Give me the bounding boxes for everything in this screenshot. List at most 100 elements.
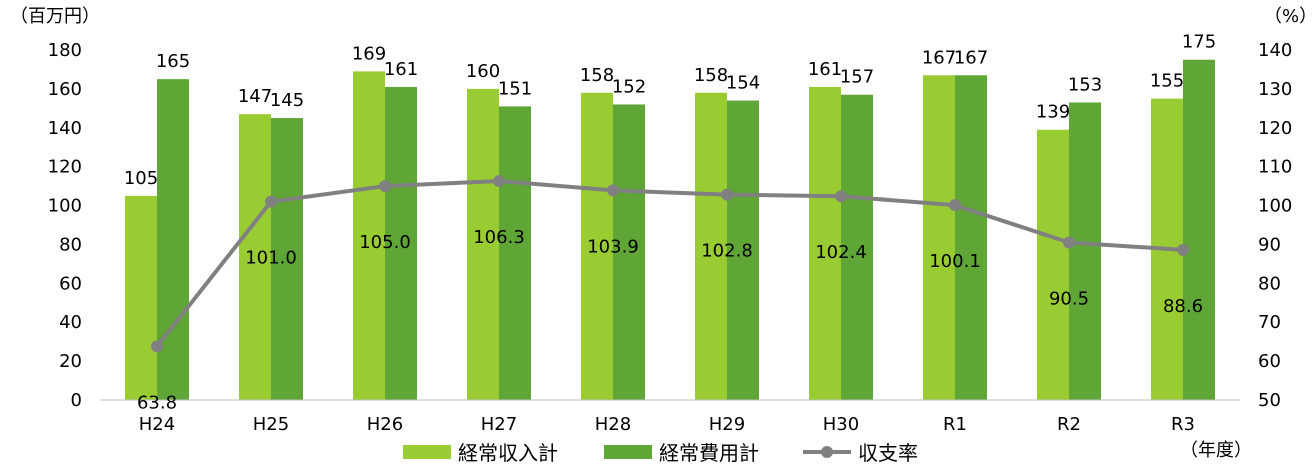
ratio-value-label: 88.6 — [1163, 296, 1203, 317]
ratio-point — [151, 340, 163, 353]
ratio-value-label: 105.0 — [359, 232, 411, 253]
ratio-line-series: 63.8 101.0 105.0 106.3 103.9 102.8 102.4 100.1 9… — [137, 175, 1203, 413]
category-label: H27 — [481, 414, 517, 435]
bar-income — [695, 92, 727, 401]
left-tick-label: 40 — [59, 312, 82, 333]
bar-expense — [841, 94, 873, 400]
ratio-point — [949, 199, 961, 212]
right-tick-label: 60 — [1258, 351, 1281, 372]
legend-item-expense: 経常費用計 — [604, 441, 759, 464]
category-label: R2 — [1057, 414, 1081, 435]
income-value-label: 158 — [694, 65, 728, 86]
right-tick-label: 70 — [1258, 312, 1281, 333]
ratio-line — [155, 179, 1184, 348]
ratio-point — [493, 175, 505, 188]
bar-expense — [271, 118, 303, 401]
bar-income — [467, 88, 499, 400]
bar-income — [1037, 129, 1069, 400]
right-tick-label: 130 — [1258, 79, 1292, 100]
category-label: H24 — [139, 414, 175, 435]
income-value-label: 167 — [922, 47, 956, 68]
category-labels: H24 H25 H26 H27 H28 H29 H30 R1 R2 R3 — [139, 414, 1195, 435]
ratio-value-label: 102.4 — [815, 242, 867, 263]
legend-item-ratio: 収支率 — [803, 441, 918, 464]
bar-expense — [499, 106, 531, 400]
x-axis-unit: （年度） — [1180, 440, 1252, 461]
bar-income — [809, 86, 841, 400]
income-value-label: 161 — [808, 59, 842, 80]
bar-expense — [727, 100, 759, 401]
bars — [125, 59, 1215, 401]
ratio-value-label: 103.9 — [587, 236, 639, 257]
income-value-label: 139 — [1036, 102, 1070, 123]
category-label: H28 — [595, 414, 631, 435]
category-label: H26 — [367, 414, 403, 435]
expense-value-label: 165 — [156, 51, 190, 72]
legend: 経常収入計 経常費用計 収支率 — [403, 441, 918, 464]
bar-income — [581, 92, 613, 401]
income-value-label: 155 — [1150, 71, 1184, 92]
left-axis-unit: （百万円） — [10, 6, 100, 27]
expense-value-label: 154 — [726, 73, 760, 94]
right-tick-label: 140 — [1258, 40, 1292, 61]
category-label: R3 — [1171, 414, 1195, 435]
right-axis-ticks: 50 60 70 80 90 100 110 120 130 140 — [1258, 40, 1292, 411]
right-tick-label: 50 — [1258, 390, 1281, 411]
expense-value-label: 153 — [1068, 75, 1102, 96]
legend-item-income: 経常収入計 — [403, 441, 558, 464]
bar-expense — [385, 86, 417, 400]
expense-value-label: 151 — [498, 78, 532, 99]
bar-expense — [613, 104, 645, 400]
left-tick-label: 160 — [48, 79, 82, 100]
legend-label-income: 経常収入計 — [458, 441, 558, 464]
category-label: R1 — [943, 414, 967, 435]
left-tick-label: 120 — [48, 157, 82, 178]
bar-income — [353, 71, 385, 400]
ratio-value-label: 102.8 — [701, 241, 753, 262]
expense-value-label: 157 — [840, 67, 874, 88]
left-tick-label: 60 — [59, 273, 82, 294]
legend-label-ratio: 収支率 — [858, 441, 918, 464]
right-tick-label: 80 — [1258, 273, 1281, 294]
left-tick-label: 100 — [48, 196, 82, 217]
income-value-label: 147 — [238, 86, 272, 107]
bar-expense — [157, 79, 189, 401]
right-tick-label: 120 — [1258, 118, 1292, 139]
bar-expense — [1183, 59, 1215, 400]
income-value-label: 105 — [124, 168, 158, 189]
income-value-label: 158 — [580, 65, 614, 86]
legend-swatch-expense — [604, 445, 652, 459]
bar-expense — [955, 75, 987, 401]
ratio-value-label: 100.1 — [929, 251, 981, 272]
ratio-value-label: 101.0 — [245, 248, 297, 269]
ratio-point — [721, 188, 733, 201]
bar-income — [125, 195, 157, 400]
bar-income — [923, 75, 955, 401]
right-tick-label: 110 — [1258, 157, 1292, 178]
ratio-point — [379, 180, 391, 193]
bar-expense — [1069, 102, 1101, 400]
category-label: H29 — [709, 414, 745, 435]
expense-value-label: 161 — [384, 59, 418, 80]
category-label: H25 — [253, 414, 289, 435]
right-tick-label: 100 — [1258, 196, 1292, 217]
ratio-value-label: 63.8 — [137, 392, 177, 413]
ratio-point — [1177, 243, 1189, 256]
expense-value-label: 175 — [1182, 32, 1216, 53]
income-value-label: 169 — [352, 43, 386, 64]
left-tick-label: 20 — [59, 351, 82, 372]
ratio-point — [607, 184, 619, 197]
right-axis-unit: （%） — [1264, 6, 1314, 27]
expense-value-label: 152 — [612, 76, 646, 97]
left-tick-label: 80 — [59, 234, 82, 255]
bar-income — [239, 114, 271, 401]
ratio-point — [1063, 236, 1075, 249]
expense-value-label: 145 — [270, 90, 304, 111]
left-tick-label: 140 — [48, 118, 82, 139]
ratio-point — [835, 190, 847, 203]
ratio-point — [265, 195, 277, 208]
ratio-value-label: 106.3 — [473, 227, 525, 248]
left-tick-label: 180 — [48, 40, 82, 61]
